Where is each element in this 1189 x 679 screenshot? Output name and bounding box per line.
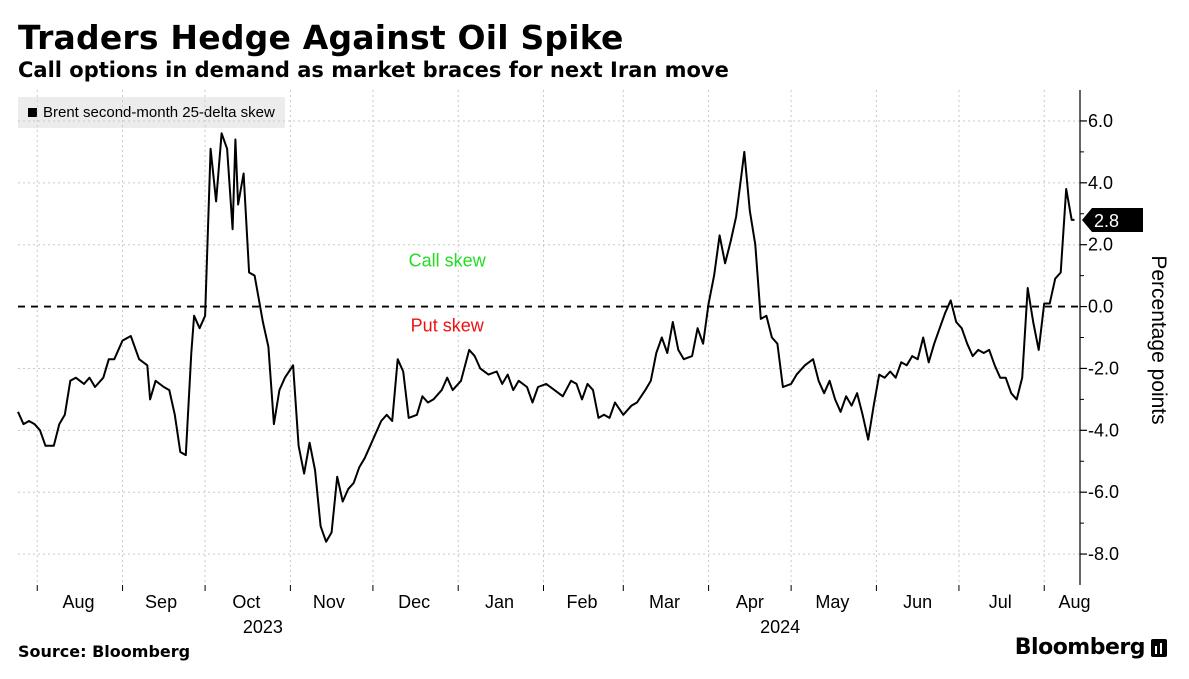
x-tick-label: Feb: [566, 592, 597, 612]
y-axis: 6.0 4.0 2.0 0.0 -2.0 -4.0 -6.0 -8.0: [1079, 90, 1119, 585]
legend: Brent second-month 25-delta skew: [18, 97, 285, 128]
x-tick-label: Nov: [313, 592, 345, 612]
source-note: Source: Bloomberg: [18, 642, 191, 661]
annotation-label: Put skew: [411, 315, 485, 335]
bloomberg-chart-icon: [1151, 638, 1167, 657]
legend-label: Brent second-month 25-delta skew: [43, 104, 275, 121]
series-line: [17, 132, 1075, 543]
x-tick-label: Sep: [145, 592, 177, 612]
last-value-flag: [1082, 207, 1143, 232]
x-tick-label: May: [815, 592, 849, 612]
x-tick-label: Jul: [989, 592, 1012, 612]
last-value-label: 2.8: [1094, 211, 1119, 231]
x-tick-label: Dec: [398, 592, 430, 612]
x-tick-label: Jun: [903, 592, 932, 612]
annotation-label: Call skew: [409, 250, 487, 270]
brand-name: Bloomberg: [1014, 635, 1146, 660]
y-tick-label: -8.0: [1088, 544, 1119, 564]
series-group: [17, 132, 1075, 543]
y-tick-label: 0.0: [1088, 297, 1113, 317]
x-tick-label: Aug: [63, 592, 95, 612]
x-tick-label: Oct: [232, 592, 260, 612]
y-tick-label: -6.0: [1088, 482, 1119, 502]
y-tick-label: -2.0: [1088, 358, 1119, 378]
x-tick-label: Aug: [1058, 592, 1090, 612]
annotations: Call skew Put skew: [409, 250, 487, 335]
y-tick-label: 6.0: [1088, 111, 1113, 131]
x-tick-label: Jan: [485, 592, 514, 612]
legend-swatch-icon: [28, 108, 37, 117]
last-value-marker: 2.8: [1082, 207, 1143, 232]
chart-title: Traders Hedge Against Oil Spike: [18, 18, 624, 57]
x-year-label: 2024: [760, 617, 800, 637]
x-axis: Aug Sep Oct Nov Dec Jan Feb Mar Apr May Jun Jul Aug 2…: [36, 585, 1091, 637]
chart-subtitle: Call options in demand as market braces …: [18, 58, 729, 82]
y-tick-label: 2.0: [1088, 235, 1113, 255]
x-year-label: 2023: [243, 617, 283, 637]
x-tick-label: Mar: [649, 592, 680, 612]
y-tick-label: -4.0: [1088, 420, 1119, 440]
bloomberg-logo: Bloomberg: [1015, 635, 1167, 660]
y-tick-label: 4.0: [1088, 173, 1113, 193]
y-axis-label: Percentage points: [1147, 255, 1170, 424]
x-tick-label: Apr: [736, 592, 764, 612]
gridlines: [18, 90, 1080, 585]
